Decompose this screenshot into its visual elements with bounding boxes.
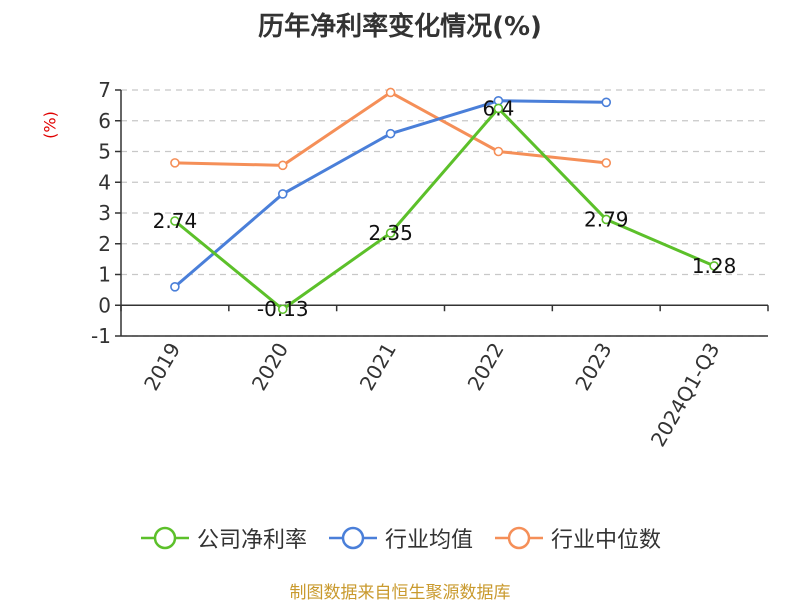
x-tick-label: 2024Q1-Q3 — [646, 339, 725, 451]
data-labels: 2.74 -0.13 2.35 6.4 2.79 1.28 — [153, 96, 737, 321]
data-label: 2.35 — [368, 221, 413, 245]
data-point — [170, 281, 180, 292]
legend-marker-icon — [140, 526, 189, 550]
x-tick-label: 2022 — [463, 338, 509, 394]
y-tick-label: 1 — [98, 263, 111, 287]
legend-item-2[interactable]: 行业均值 — [327, 522, 473, 554]
y-tick-label: 4 — [98, 170, 111, 194]
data-point — [601, 158, 612, 168]
data-point — [709, 261, 719, 271]
series-line-1 — [173, 106, 715, 311]
y-tick-label: 5 — [98, 140, 111, 164]
data-point — [170, 158, 180, 168]
data-point — [601, 97, 612, 108]
data-label: 2.74 — [153, 209, 198, 233]
data-point — [601, 214, 612, 225]
y-tick-label: 3 — [98, 201, 111, 225]
y-tick-label: 0 — [98, 293, 111, 317]
legend-marker-icon — [328, 526, 377, 550]
data-point — [493, 103, 504, 114]
data-label: 1.28 — [692, 254, 737, 278]
legend-label: 公司净利率 — [196, 528, 307, 553]
data-label: 2.79 — [584, 207, 629, 231]
legend-item-1[interactable]: 公司净利率 — [139, 522, 307, 554]
legend-item-3[interactable]: 行业中位数 — [493, 522, 661, 554]
data-point — [385, 87, 396, 98]
legend-marker-icon — [495, 526, 543, 550]
grid-lines — [121, 89, 768, 337]
legend: 公司净利率 行业均值 行业中位数 — [0, 522, 800, 554]
y-tick-label: -1 — [91, 324, 111, 348]
series-line-2 — [173, 99, 607, 288]
data-point — [277, 189, 288, 199]
x-tick-label: 2021 — [355, 339, 401, 395]
series-lines — [170, 87, 719, 315]
data-point — [385, 128, 396, 139]
x-tick-label: 2019 — [139, 339, 185, 395]
legend-label: 行业均值 — [384, 528, 473, 553]
data-label: -0.13 — [257, 297, 309, 321]
data-point — [277, 160, 288, 171]
data-label: 6.4 — [483, 96, 515, 120]
y-tick-label: 6 — [98, 109, 111, 133]
y-tick-label: 7 — [98, 78, 111, 102]
data-point — [277, 304, 288, 315]
x-tick-label: 2020 — [247, 339, 293, 395]
data-point — [385, 228, 396, 238]
y-tick-label: 2 — [98, 232, 111, 256]
x-tick-label: 2023 — [570, 339, 616, 395]
data-point — [493, 146, 504, 157]
axes: -1 0 1 2 3 4 5 6 7 2019 2020 2021 2022 2023 2024Q1-Q3 — [91, 78, 769, 451]
source-note: 制图数据来自恒生聚源数据库 — [289, 583, 511, 603]
chart-title: 历年净利率变化情况(%) — [258, 12, 542, 42]
data-point — [170, 216, 180, 226]
legend-label: 行业中位数 — [551, 528, 662, 553]
